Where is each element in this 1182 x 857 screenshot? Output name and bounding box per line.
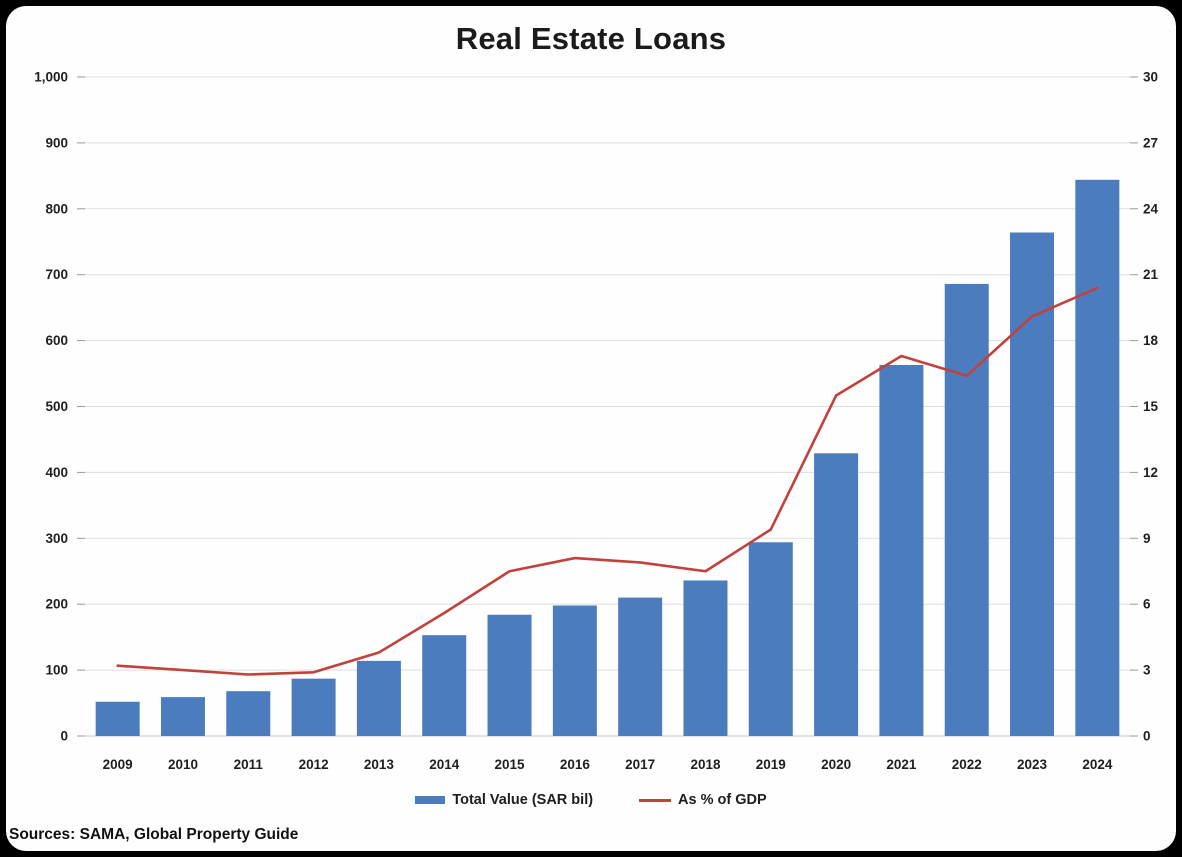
legend-bar-swatch xyxy=(415,796,446,804)
chart-title: Real Estate Loans xyxy=(455,21,727,56)
left-axis-label: 1,000 xyxy=(34,70,68,85)
left-axis-label: 0 xyxy=(60,729,68,744)
right-axis-label: 15 xyxy=(1143,399,1159,414)
left-axis-label: 600 xyxy=(45,333,68,348)
x-axis-label: 2013 xyxy=(364,757,395,772)
right-axis-label: 18 xyxy=(1143,333,1159,348)
x-axis-label: 2015 xyxy=(495,757,526,772)
x-axis-label: 2016 xyxy=(560,757,591,772)
bar-2009 xyxy=(95,701,140,736)
bar-2014 xyxy=(422,635,467,736)
left-axis-label: 700 xyxy=(45,267,68,282)
legend-line-swatch xyxy=(639,798,672,802)
left-axis-label: 500 xyxy=(45,399,68,414)
x-axis-label: 2014 xyxy=(429,757,460,772)
right-axis-label: 21 xyxy=(1143,267,1159,282)
bar-2019 xyxy=(748,542,793,736)
bar-2016 xyxy=(552,605,597,736)
bar-2010 xyxy=(160,697,205,736)
x-axis-label: 2023 xyxy=(1017,757,1048,772)
x-axis-label: 2022 xyxy=(952,757,982,772)
bar-2013 xyxy=(356,660,401,736)
x-axis-label: 2024 xyxy=(1082,757,1113,772)
left-axis-label: 200 xyxy=(45,597,68,612)
bar-2018 xyxy=(683,580,728,736)
left-axis-label: 400 xyxy=(45,465,68,480)
right-axis-label: 0 xyxy=(1143,729,1151,744)
right-axis-label: 9 xyxy=(1143,531,1151,546)
left-axis-label: 100 xyxy=(45,663,68,678)
x-axis-label: 2019 xyxy=(756,757,786,772)
legend-item-total-value: Total Value (SAR bil) xyxy=(415,792,593,808)
legend-label-total-value: Total Value (SAR bil) xyxy=(452,792,594,808)
right-axis-label: 6 xyxy=(1143,597,1151,612)
x-axis-label: 2012 xyxy=(299,757,329,772)
bar-2011 xyxy=(226,691,271,736)
bar-2015 xyxy=(487,614,532,736)
bar-2012 xyxy=(291,678,336,736)
x-axis-label: 2020 xyxy=(821,757,851,772)
legend-item-gdp-line: As % of GDP xyxy=(639,792,767,808)
left-axis-label: 800 xyxy=(45,201,68,216)
bar-2017 xyxy=(618,597,663,736)
bar-2022 xyxy=(944,283,989,736)
bar-2020 xyxy=(814,453,859,736)
bar-2024 xyxy=(1075,179,1120,736)
right-axis-label: 12 xyxy=(1143,465,1158,480)
bar-2021 xyxy=(879,364,924,736)
bar-2023 xyxy=(1010,232,1055,737)
left-axis-label: 300 xyxy=(45,531,68,546)
legend-label-gdp-line: As % of GDP xyxy=(678,792,767,808)
left-axis-label: 900 xyxy=(45,135,68,150)
x-axis-label: 2009 xyxy=(103,757,133,772)
x-axis-label: 2018 xyxy=(690,757,721,772)
x-axis-label: 2011 xyxy=(234,757,264,772)
x-axis-label: 2017 xyxy=(625,757,655,772)
right-axis-label: 3 xyxy=(1143,663,1151,678)
right-axis-label: 30 xyxy=(1143,70,1158,85)
x-axis-label: 2010 xyxy=(168,757,198,772)
legend: Total Value (SAR bil) As % of GDP xyxy=(0,792,1182,808)
right-axis-label: 24 xyxy=(1143,201,1159,216)
gdp-line xyxy=(116,286,1099,676)
right-axis-label: 27 xyxy=(1143,135,1158,150)
source-note: Sources: SAMA, Global Property Guide xyxy=(9,826,299,843)
x-axis-label: 2021 xyxy=(886,757,917,772)
